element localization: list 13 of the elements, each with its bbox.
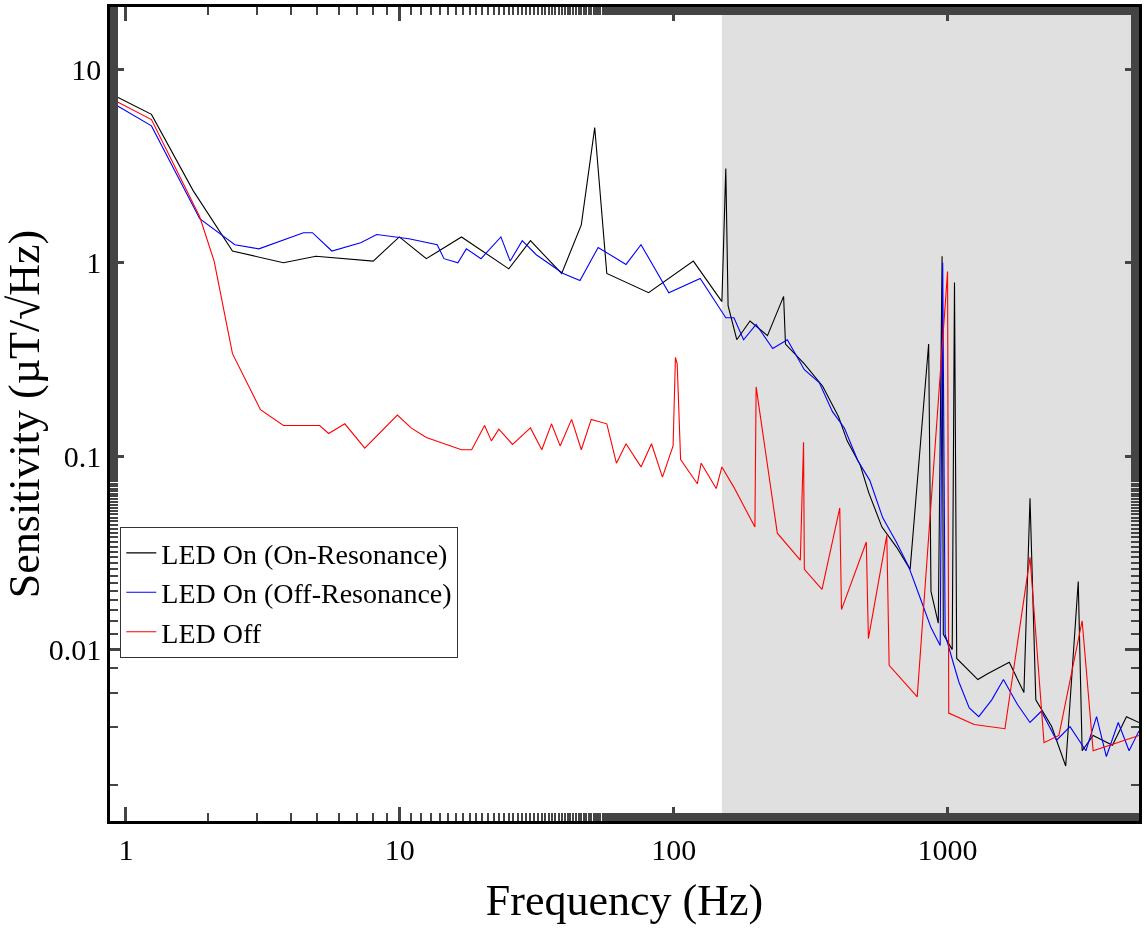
x-tick-label: 10 [384,832,415,866]
y-tick-label: 0.01 [48,633,102,667]
y-tick-label: 0.1 [63,439,102,473]
legend-label: LED Off [161,617,262,649]
legend-label: LED On (On-Resonance) [161,538,448,570]
x-tick-label: 1000 [917,832,978,866]
y-tick-label: 10 [71,52,102,86]
y-axis-title: Sensitivity (µT/√Hz) [0,229,49,599]
legend-label: LED On (Off-Resonance) [161,578,452,610]
y-tick-label: 1 [86,246,102,280]
x-tick-label: 100 [651,832,697,866]
x-axis-title: Frequency (Hz) [485,876,764,926]
x-tick-label: 1 [118,832,134,866]
